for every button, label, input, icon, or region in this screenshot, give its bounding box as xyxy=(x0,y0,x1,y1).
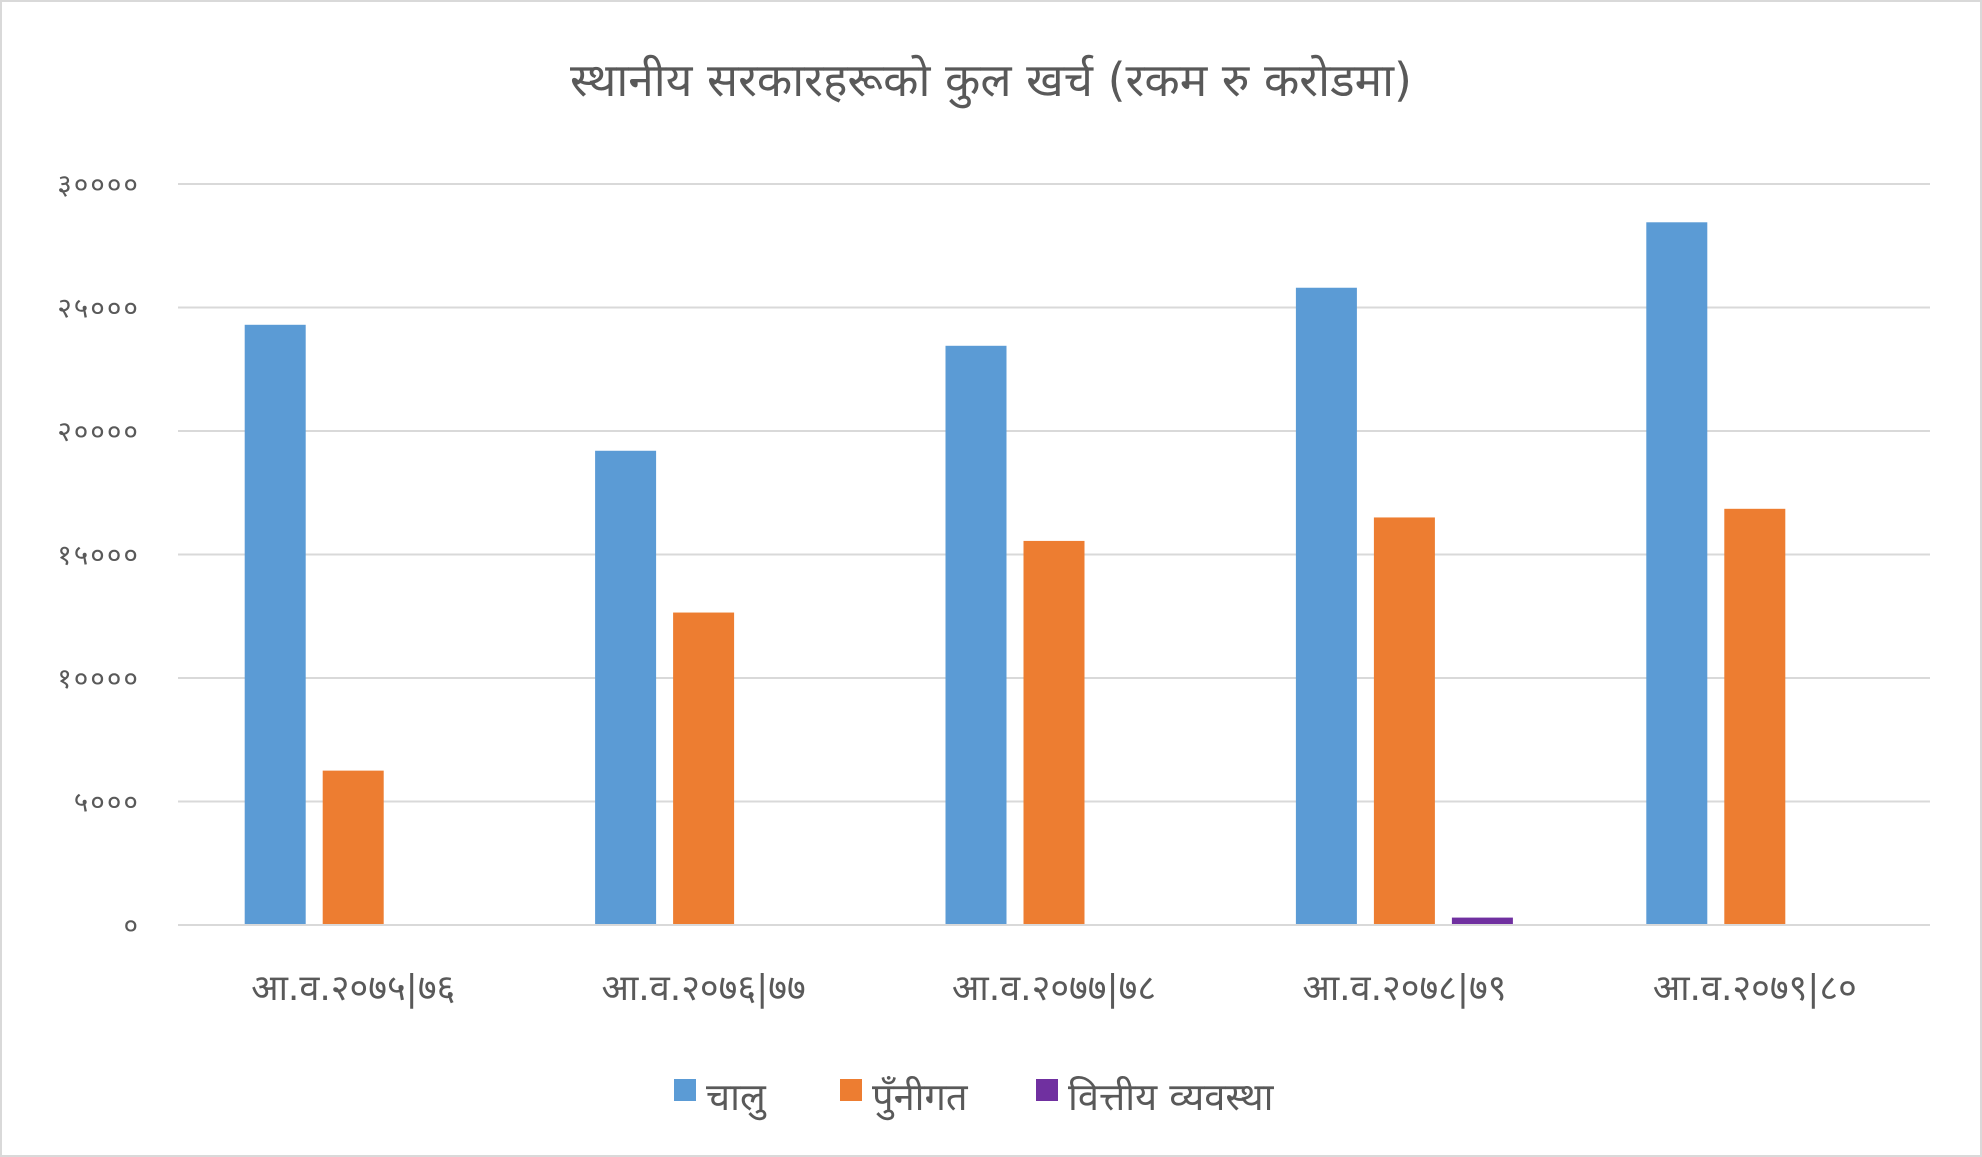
bar-bittiya-byawastha xyxy=(1451,917,1513,925)
y-tick-label: १०००० xyxy=(57,662,140,695)
y-tick-label: ० xyxy=(123,909,140,942)
bar-punjigat xyxy=(1724,508,1786,925)
x-tick-label: आ.व.२०७६|७७ xyxy=(602,968,806,1009)
y-axis-tick-labels: ० ५००० १०००० १५००० २०००० २५००० ३०००० xyxy=(57,168,140,942)
bar-chalu xyxy=(945,345,1007,925)
bar-punjigat xyxy=(1023,540,1085,925)
legend-label: चालु xyxy=(706,1075,767,1121)
bar-punjigat xyxy=(322,770,384,925)
legend-swatch xyxy=(674,1079,696,1101)
bars xyxy=(244,222,1786,925)
x-tick-label: आ.व.२०७९|८० xyxy=(1653,968,1857,1009)
y-tick-label: २०००० xyxy=(57,415,140,448)
bar-chalu xyxy=(1295,287,1357,925)
bar-punjigat xyxy=(1373,517,1435,925)
x-tick-label: आ.व.२०७७|७८ xyxy=(952,968,1156,1009)
legend: चालु पुँनीगत वित्तीय व्यवस्था xyxy=(674,1075,1275,1121)
bar-chalu xyxy=(1646,222,1708,925)
legend-label: पुँनीगत xyxy=(872,1075,969,1121)
y-tick-label: १५००० xyxy=(57,539,140,572)
gridlines xyxy=(178,183,1930,803)
bar-punjigat xyxy=(673,612,735,925)
legend-label: वित्तीय व्यवस्था xyxy=(1068,1075,1275,1119)
y-tick-label: ३०००० xyxy=(57,168,140,201)
x-axis-tick-labels: आ.व.२०७५|७६ आ.व.२०७६|७७ आ.व.२०७७|७८ आ.व.२०७… xyxy=(251,968,1857,1009)
chart-title: स्थानीय सरकारहरूको कुल खर्च (रकम रु करोड… xyxy=(570,53,1412,109)
x-tick-label: आ.व.२०७८|७९ xyxy=(1302,968,1506,1009)
legend-swatch xyxy=(1036,1079,1058,1101)
bar-chalu xyxy=(595,450,657,925)
bar-chalu xyxy=(244,324,306,925)
y-tick-label: ५००० xyxy=(74,786,140,819)
x-tick-label: आ.व.२०७५|७६ xyxy=(251,968,455,1009)
y-tick-label: २५००० xyxy=(57,292,140,325)
legend-swatch xyxy=(840,1079,862,1101)
